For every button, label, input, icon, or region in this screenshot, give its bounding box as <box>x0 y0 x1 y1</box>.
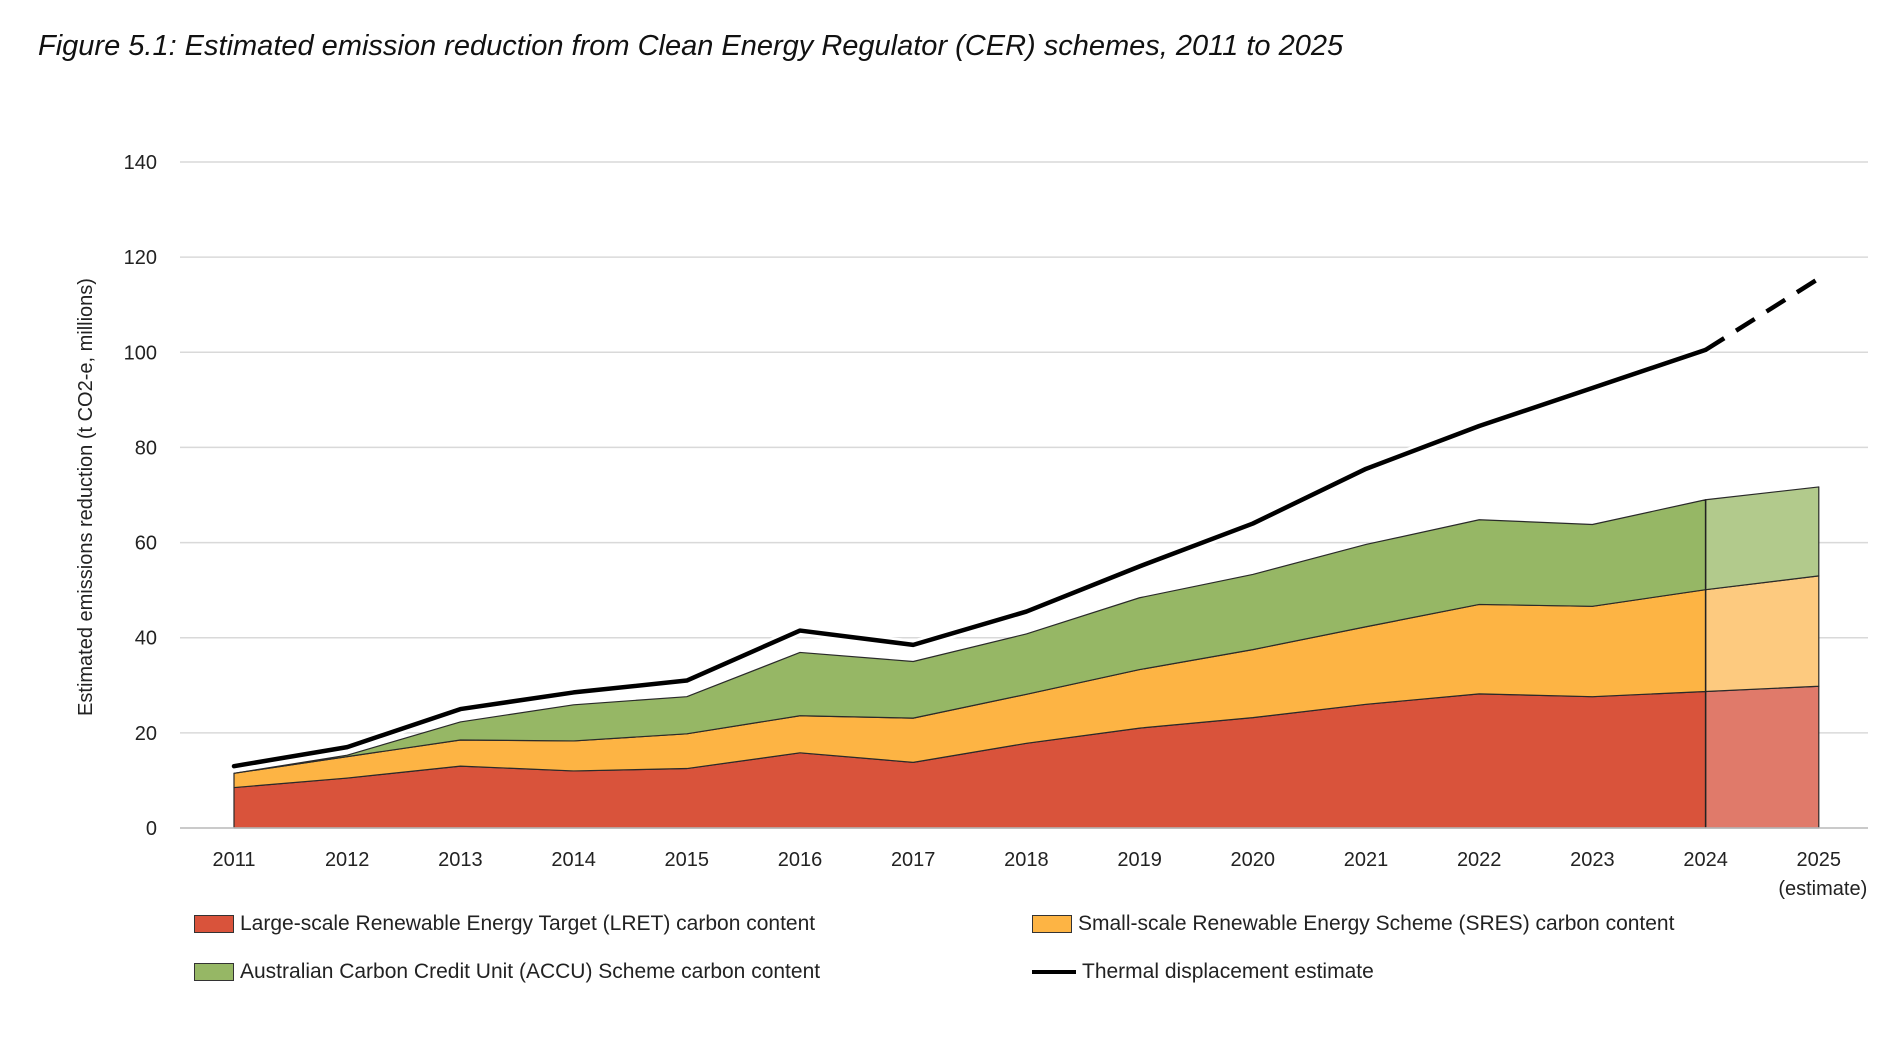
legend: Large-scale Renewable Energy Target (LRE… <box>190 912 1790 1022</box>
y-tick-label-60: 60 <box>135 533 157 555</box>
legend-label-thermal: Thermal displacement estimate <box>1082 960 1374 983</box>
x-tick-label-2012: 2012 <box>325 849 370 871</box>
legend-item-sres: Small-scale Renewable Energy Scheme (SRE… <box>1032 912 1674 936</box>
x-tick-label-2019: 2019 <box>1117 849 1162 871</box>
stacked-areas <box>180 486 1868 829</box>
x-tick-label-2021: 2021 <box>1344 849 1389 871</box>
legend-label-accu: Australian Carbon Credit Unit (ACCU) Sch… <box>240 960 821 983</box>
x-tick-label-2025: 2025 <box>1797 849 1842 871</box>
x-tick-label-2022: 2022 <box>1457 849 1502 871</box>
x-tick-label-2024: 2024 <box>1683 849 1728 871</box>
x-tick-label-2023: 2023 <box>1570 849 1615 871</box>
legend-swatch-thermal <box>1032 970 1076 974</box>
legend-label-lret: Large-scale Renewable Energy Target (LRE… <box>240 912 816 935</box>
thermal-line <box>229 276 1820 772</box>
x-tick-label-2015: 2015 <box>665 849 710 871</box>
area-sres-estimate <box>1704 575 1820 693</box>
area-lret-estimate <box>1704 685 1820 829</box>
x-tick-label-2013: 2013 <box>438 849 483 871</box>
y-tick-label-140: 140 <box>124 152 157 174</box>
y-axis-ticks: 0 20 40 60 80 100 120 140 <box>124 152 157 840</box>
x-tick-label-2020: 2020 <box>1231 849 1276 871</box>
figure-title: Figure 5.1: Estimated emission reduction… <box>38 30 1344 62</box>
y-tick-label-100: 100 <box>124 342 157 364</box>
x-tick-sublabel-2025: (estimate) <box>1778 878 1867 900</box>
y-axis-title: Estimated emissions reduction (t CO2-e, … <box>75 278 97 716</box>
y-tick-label-80: 80 <box>135 437 157 459</box>
legend-item-thermal: Thermal displacement estimate <box>1032 960 1374 984</box>
legend-swatch-accu <box>194 963 234 981</box>
legend-item-lret: Large-scale Renewable Energy Target (LRE… <box>194 912 815 936</box>
x-axis-ticks: 2011 2012 2013 2014 2015 2016 2017 2018 2019 2020… <box>212 849 1867 900</box>
legend-item-accu: Australian Carbon Credit Unit (ACCU) Sch… <box>194 960 820 984</box>
thermal-line-estimate <box>1704 276 1820 352</box>
y-tick-label-120: 120 <box>124 247 157 269</box>
x-tick-label-2014: 2014 <box>551 849 596 871</box>
y-tick-label-40: 40 <box>135 628 157 650</box>
legend-swatch-lret <box>194 915 234 933</box>
x-tick-label-2018: 2018 <box>1004 849 1049 871</box>
area-accu-estimate <box>1704 486 1820 591</box>
thermal-line-actual <box>231 347 1708 769</box>
x-tick-label-2011: 2011 <box>212 849 255 871</box>
y-tick-label-0: 0 <box>146 818 157 840</box>
x-tick-label-2017: 2017 <box>891 849 936 871</box>
legend-swatch-sres <box>1032 915 1072 933</box>
legend-label-sres: Small-scale Renewable Energy Scheme (SRE… <box>1078 912 1675 935</box>
y-tick-label-20: 20 <box>135 723 157 745</box>
x-tick-label-2016: 2016 <box>778 849 823 871</box>
